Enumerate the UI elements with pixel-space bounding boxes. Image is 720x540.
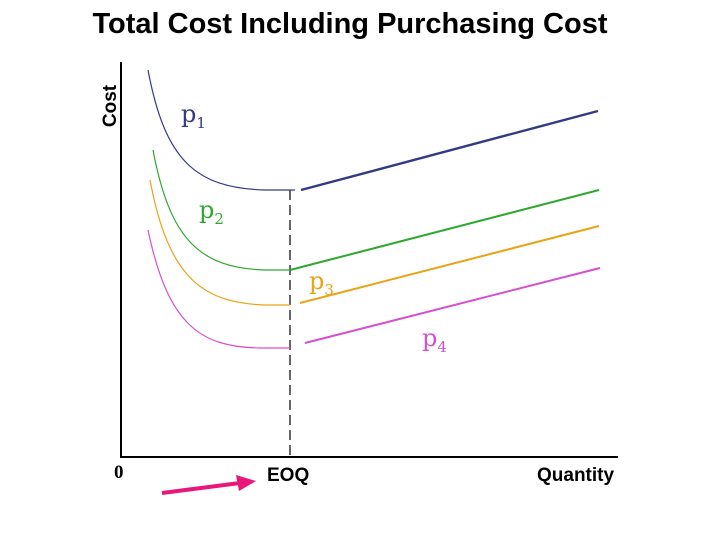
curve-p2-u — [152, 149, 290, 271]
eoq-label: EOQ — [267, 465, 310, 486]
curve-p4-u — [147, 229, 290, 349]
curve-p3-line — [299, 225, 600, 304]
label-p4: p4 — [422, 324, 447, 356]
curve-p2-line — [289, 189, 600, 271]
arrow-shaft — [161, 481, 241, 495]
chart-title: Total Cost Including Purchasing Cost — [92, 8, 608, 40]
x-axis-label: Quantity — [537, 465, 615, 486]
label-p3: p3 — [309, 267, 334, 299]
curve-p3-u — [149, 179, 290, 306]
arrow-head-icon — [236, 475, 256, 491]
curve-p1-line — [300, 109, 599, 192]
label-p1: p1 — [181, 100, 206, 132]
curve-p4-line — [304, 267, 601, 344]
curve-p1-u — [147, 69, 295, 191]
label-p2: p2 — [199, 196, 224, 228]
origin-label: 0 — [114, 462, 124, 483]
